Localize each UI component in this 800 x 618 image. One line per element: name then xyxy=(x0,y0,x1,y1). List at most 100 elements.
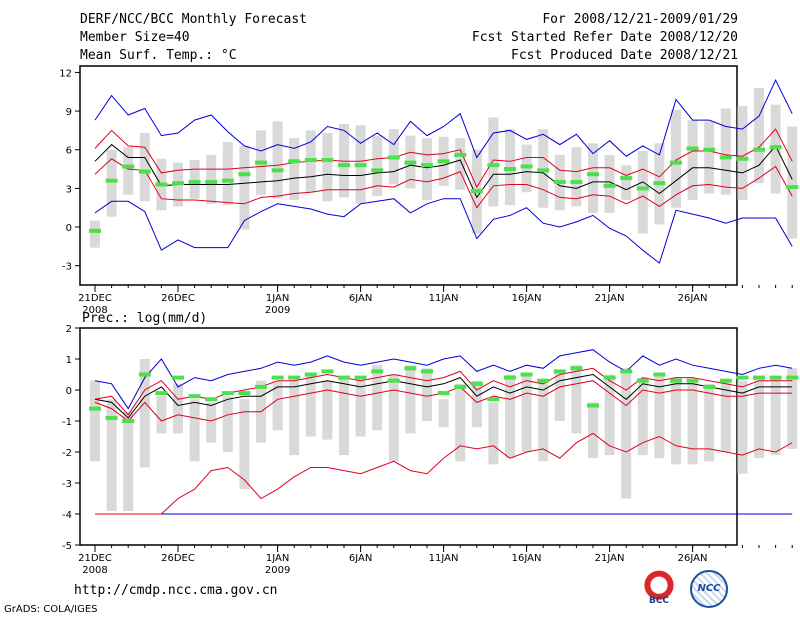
prec-median-mark xyxy=(255,384,267,389)
temp-median-mark xyxy=(603,183,616,188)
temp-median-mark xyxy=(421,163,433,168)
temp-box xyxy=(206,154,217,204)
ncc-logo: NCC xyxy=(690,570,728,608)
prec-xtick-label: 16JAN xyxy=(512,553,542,564)
prec-xtick-year: 2008 xyxy=(82,565,107,576)
prec-box xyxy=(754,377,764,459)
prec-box xyxy=(173,383,183,434)
temp-median-mark xyxy=(387,155,400,160)
prec-ytick-label: 0 xyxy=(66,386,72,397)
temp-box xyxy=(90,220,100,248)
temp-median-mark xyxy=(304,158,317,163)
temp-median-mark xyxy=(670,160,682,165)
temp-max-line xyxy=(94,79,793,159)
forecast-produced-date: Fcst Produced Date 2008/12/21 xyxy=(511,48,738,63)
prec-median-mark xyxy=(670,378,682,383)
prec-box xyxy=(422,368,432,421)
prec-xtick-label: 1JAN xyxy=(266,553,289,564)
temp-median-mark xyxy=(587,172,599,177)
prec-median-mark xyxy=(587,403,599,408)
prec-xtick-label: 21JAN xyxy=(595,553,625,564)
prec-median-mark xyxy=(338,375,350,380)
prec-median-mark xyxy=(437,391,450,396)
prec-median-mark xyxy=(387,378,400,383)
temp-box xyxy=(106,149,117,217)
prec-box xyxy=(222,396,233,452)
source-url[interactable]: http://cmdp.ncc.cma.gov.cn xyxy=(74,583,278,598)
prec-box xyxy=(90,380,100,462)
temp-median-mark xyxy=(719,155,732,160)
prec-ytick-label: -5 xyxy=(62,541,72,552)
prec-box xyxy=(322,380,333,440)
temp-box xyxy=(588,143,598,213)
prec-median-mark xyxy=(504,375,516,380)
prec-median-mark xyxy=(786,375,799,380)
ncc-logo-text: NCC xyxy=(697,583,721,594)
temp-median-mark xyxy=(520,164,533,169)
temp-ytick-label: 3 xyxy=(66,184,72,195)
prec-median-mark xyxy=(603,375,616,380)
prec-box xyxy=(654,374,665,459)
prec-box xyxy=(671,377,681,465)
prec-median-mark xyxy=(470,381,483,386)
prec-xtick-year: 2009 xyxy=(265,565,290,576)
prec-median-mark xyxy=(221,391,234,396)
temp-xtick-label: 21DEC xyxy=(78,293,112,304)
temp-median-mark xyxy=(321,158,334,163)
chart-title: DERF/NCC/BCC Monthly Forecast xyxy=(80,12,307,27)
temp-xtick-label: 16JAN xyxy=(512,293,542,304)
prec-xtick-label: 26DEC xyxy=(161,553,195,564)
prec-median-mark xyxy=(753,375,765,380)
precip-title: Prec.: log(mm/d) xyxy=(82,311,208,326)
temp-mean-line xyxy=(94,143,793,199)
temp-ytick-label: 9 xyxy=(66,107,72,118)
temp-median-mark xyxy=(138,169,151,174)
prec-box xyxy=(521,374,532,452)
prec-median-mark xyxy=(172,375,184,380)
prec-box xyxy=(239,399,250,490)
temp-median-mark xyxy=(188,179,201,184)
temp-box xyxy=(239,145,250,230)
prec-box xyxy=(189,399,200,462)
prec-ytick-label: -4 xyxy=(62,510,72,521)
prec-median-mark xyxy=(570,366,583,371)
prec-median-mark xyxy=(769,375,782,380)
forecast-period: For 2008/12/21-2009/01/29 xyxy=(542,12,738,27)
prec-box xyxy=(704,383,715,462)
prec-median-mark xyxy=(686,378,699,383)
prec-box xyxy=(372,365,383,431)
prec-ytick-label: 1 xyxy=(66,355,72,366)
temp-box xyxy=(222,142,233,206)
prec-median-mark xyxy=(487,397,500,402)
temp-median-mark xyxy=(238,172,251,177)
prec-median-mark xyxy=(520,372,533,377)
prec-box xyxy=(637,377,648,456)
prec-xtick-label: 6JAN xyxy=(349,553,372,564)
prec-box xyxy=(604,374,615,456)
temp-xtick-label: 6JAN xyxy=(349,293,372,304)
temp-xtick-label: 21JAN xyxy=(595,293,625,304)
temp-xtick-year: 2008 xyxy=(82,305,107,316)
prec-box xyxy=(787,368,798,449)
prec-box xyxy=(355,380,366,437)
temp-ytick-label: 12 xyxy=(59,68,72,79)
prec-box xyxy=(737,380,748,474)
prec-median-mark xyxy=(89,406,101,411)
temp-box xyxy=(339,123,349,198)
prec-median-mark xyxy=(421,369,433,374)
prec-ytick-label: 2 xyxy=(66,324,72,335)
temp-box xyxy=(488,117,499,207)
prec-ytick-label: -2 xyxy=(62,448,72,459)
prec-mean-line xyxy=(94,373,793,419)
prec-box xyxy=(571,365,582,434)
temp-median-mark xyxy=(271,168,284,173)
prec-median-mark xyxy=(719,378,732,383)
prec-median-mark xyxy=(288,375,301,380)
prec-median-mark xyxy=(553,369,566,374)
temp-box xyxy=(737,105,748,200)
prec-lower-percentile-line xyxy=(95,432,793,515)
temp-median-mark xyxy=(155,182,168,187)
forecast-start-date: Fcst Started Refer Date 2008/12/20 xyxy=(471,30,738,45)
prec-box xyxy=(770,377,781,456)
prec-box xyxy=(505,374,515,459)
